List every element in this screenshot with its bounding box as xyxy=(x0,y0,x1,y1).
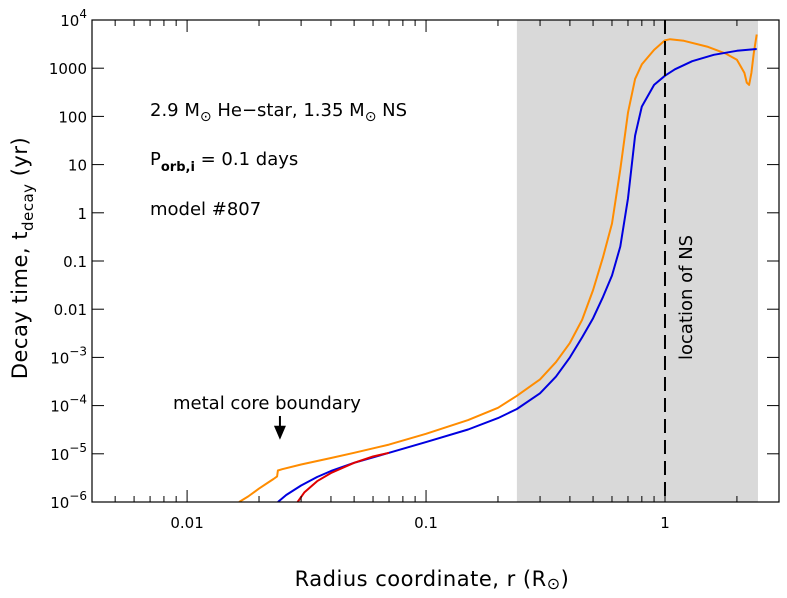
y-tick-label: 1 xyxy=(77,205,87,223)
y-tick-label: 10−6 xyxy=(50,489,87,512)
shaded-region-rect xyxy=(516,20,758,502)
y-tick-label: 10 xyxy=(68,157,87,175)
annotation-star-masses: 2.9 M⊙ He−star, 1.35 M⊙ NS xyxy=(150,100,407,125)
shaded-region xyxy=(516,20,758,502)
y-tick-label: 10−5 xyxy=(50,441,87,464)
x-tick-label: 0.1 xyxy=(414,514,438,532)
x-tick-label: 0.01 xyxy=(170,514,203,532)
y-tick-label: 10−4 xyxy=(50,393,87,416)
y-tick-label: 104 xyxy=(60,7,87,30)
y-tick-label: 0.01 xyxy=(54,301,87,319)
series-line-3 xyxy=(296,451,390,502)
annotation-orbital-period: Porb,i = 0.1 days xyxy=(150,149,298,175)
ns-location-label: location of NS xyxy=(676,235,697,360)
series-group xyxy=(238,34,758,502)
series-line-1 xyxy=(238,34,758,502)
y-tick-label: 0.1 xyxy=(63,253,87,271)
x-tick-label: 1 xyxy=(660,514,670,532)
x-axis-title: Radius coordinate, r (R⊙) xyxy=(295,567,570,593)
annotation-model-number: model #807 xyxy=(150,199,261,220)
y-tick-label: 100 xyxy=(58,108,87,126)
arrow-head xyxy=(273,425,286,440)
y-axis-ticks: 10−6 10−5 10−4 10−3 0.01 0.1 1 10 100 1000 104 xyxy=(49,7,779,512)
x-axis-ticks: 0.01 0.1 1 xyxy=(91,20,780,532)
y-axis-title: Decay time, tdecay (yr) xyxy=(8,137,37,379)
annotation-metal-core-boundary: metal core boundary xyxy=(173,393,361,414)
y-tick-label: 10−3 xyxy=(50,344,87,367)
metal-core-arrow xyxy=(273,416,286,440)
y-tick-label: 1000 xyxy=(49,60,87,78)
